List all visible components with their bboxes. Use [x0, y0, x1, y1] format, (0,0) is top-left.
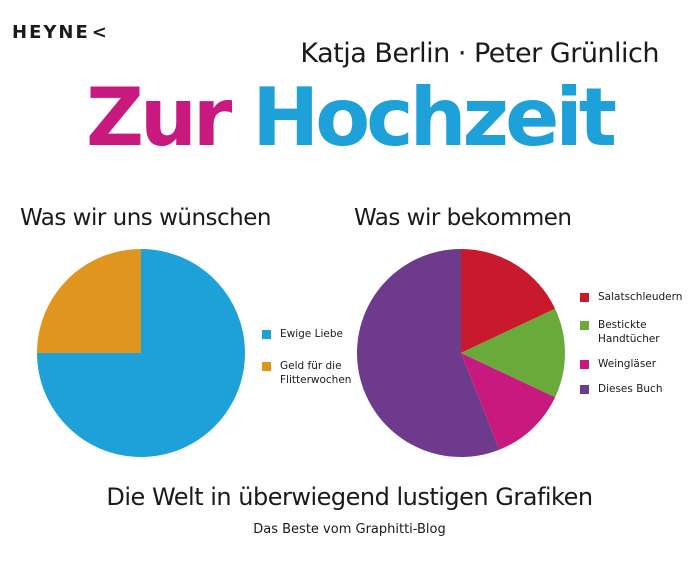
book-tagline: Das Beste vom Graphitti-Blog	[253, 522, 446, 537]
legend-label: Ewige Liebe	[280, 328, 343, 340]
legend-item: Dieses Buch	[580, 382, 682, 396]
legend-label: Salatschleudern	[598, 291, 683, 303]
book-subtitle: Die Welt in überwiegend lustigen Grafike…	[106, 483, 593, 511]
legend-swatch	[580, 385, 589, 394]
legend-label: Geld für die Flitterwochen	[280, 360, 352, 386]
publisher-logo: HEYNE <	[12, 22, 109, 43]
left-pie-legend: Ewige Liebe Geld für die Flitterwochen	[262, 327, 351, 398]
legend-swatch	[580, 321, 589, 330]
legend-item: Weingläser	[580, 357, 682, 371]
pie-slice-1-2	[461, 353, 556, 450]
legend-item: Geld für die Flitterwochen	[262, 359, 351, 387]
book-title: Zur Hochzeit	[0, 78, 699, 158]
right-chart-title: Was wir bekommen	[354, 205, 572, 231]
legend-item: Ewige Liebe	[262, 327, 351, 341]
legend-item: Salatschleudern	[580, 290, 682, 304]
legend-swatch	[262, 362, 271, 371]
pie-slice-1-1	[461, 308, 565, 398]
legend-swatch	[262, 330, 271, 339]
legend-label: Weingläser	[598, 358, 657, 370]
legend-swatch	[580, 293, 589, 302]
right-pie-legend: Salatschleudern Bestickte Handtücher Weing…	[580, 290, 682, 407]
left-chart-title: Was wir uns wünschen	[20, 205, 271, 231]
publisher-chevron-icon: <	[91, 22, 109, 43]
publisher-name: HEYNE	[12, 22, 90, 43]
title-word-1: Zur	[85, 71, 232, 164]
legend-label: Dieses Buch	[598, 383, 663, 395]
left-pie-chart	[37, 249, 245, 457]
authors: Katja Berlin · Peter Grünlich	[300, 38, 659, 69]
pie-slice-1-3	[357, 249, 500, 457]
pie-slice-1-0	[461, 249, 556, 353]
legend-swatch	[580, 360, 589, 369]
title-word-2: Hochzeit	[252, 71, 617, 164]
legend-label: Bestickte Handtücher	[598, 319, 660, 345]
legend-item: Bestickte Handtücher	[580, 318, 682, 346]
pie-slice-0-1	[37, 249, 141, 353]
right-pie-chart	[357, 249, 565, 457]
